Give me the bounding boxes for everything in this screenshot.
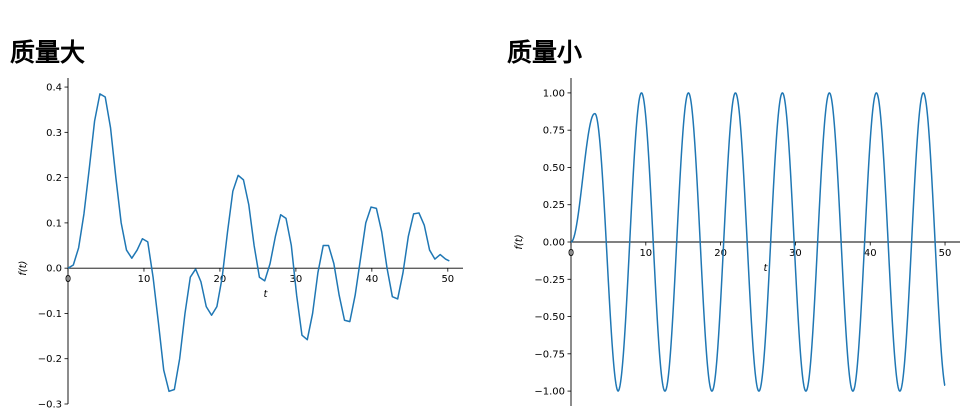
- x-axis-label: t: [264, 289, 269, 300]
- x-tick-label: 40: [365, 274, 378, 285]
- y-tick-label: −0.1: [38, 309, 62, 320]
- y-tick-label: 1.00: [543, 88, 565, 99]
- x-tick-label: 20: [714, 248, 727, 259]
- x-tick-label: 50: [441, 274, 454, 285]
- y-tick-label: 0.1: [46, 218, 62, 229]
- chart-panel-left: 质量大 −0.3 −0.2 −0.1 0.0 0.1 0.2 0.3 0.4 0 10 20 30 40…: [10, 38, 463, 411]
- series-line: [67, 93, 450, 393]
- y-axis-label: f(t): [514, 234, 525, 249]
- chart-right: −1.00 −0.75 −0.50 −0.25 0.00 0.25 0.50 0.75 1.00…: [514, 78, 960, 406]
- x-tick-label: 20: [214, 274, 227, 285]
- x-tick-label: 10: [639, 248, 652, 259]
- y-tick-label: 0.00: [543, 238, 565, 249]
- x-tick-label: 0: [568, 248, 574, 259]
- x-tick-label: 30: [290, 274, 303, 285]
- x-axis-label: t: [764, 263, 769, 274]
- x-tick-label: 50: [939, 248, 952, 259]
- y-tick-label: 0.25: [543, 200, 565, 211]
- x-tick-label: 10: [138, 274, 151, 285]
- y-axis-label: f(t): [18, 261, 29, 276]
- chart-panel-right: 质量小 −1.00 −0.75 −0.50 −0.25 0.00 0.25 0.50 0.75…: [495, 0, 970, 415]
- chart-title-right: 质量小: [507, 38, 583, 67]
- y-tick-label: 0.50: [543, 163, 565, 174]
- y-tick-label: 0.75: [543, 126, 565, 137]
- y-tick-label: −1.00: [534, 387, 565, 398]
- chart-title-left: 质量大: [10, 38, 86, 67]
- y-tick-label: −0.3: [38, 400, 62, 411]
- y-tick-label: −0.50: [534, 312, 565, 323]
- y-tick-label: 0.0: [46, 264, 62, 275]
- y-tick-label: 0.2: [46, 173, 62, 184]
- x-tick-label: 0: [65, 274, 71, 285]
- y-tick-label: 0.3: [46, 128, 62, 139]
- y-tick-label: −0.25: [534, 275, 565, 286]
- y-tick-label: 0.4: [46, 83, 62, 94]
- series-line: [570, 92, 946, 392]
- chart-left: −0.3 −0.2 −0.1 0.0 0.1 0.2 0.3 0.4 0 10 20 30 40 50 t f…: [18, 78, 463, 411]
- x-tick-label: 40: [864, 248, 877, 259]
- y-tick-label: −0.75: [534, 349, 565, 360]
- y-tick-label: −0.2: [38, 354, 62, 365]
